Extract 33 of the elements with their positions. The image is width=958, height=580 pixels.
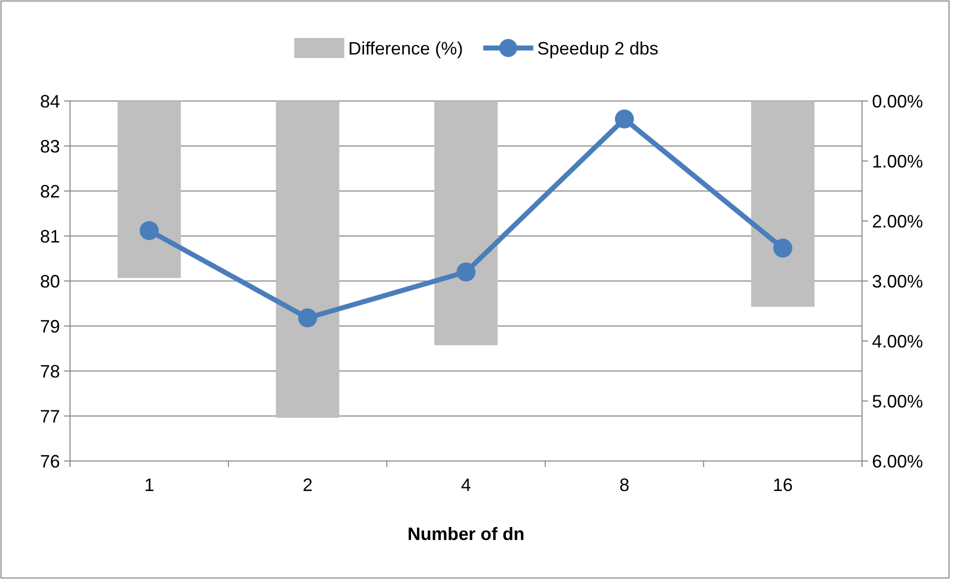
y2-tick-label: 5.00% xyxy=(872,391,924,412)
y-tick-label: 84 xyxy=(40,91,60,112)
y-tick-label: 83 xyxy=(40,136,60,156)
x-tick-label: 16 xyxy=(772,475,793,495)
y-tick-label: 81 xyxy=(40,226,60,246)
y-tick-label: 77 xyxy=(40,406,60,426)
y-tick-label: 79 xyxy=(40,316,60,336)
bar xyxy=(276,101,340,418)
y2-tick-label: 6.00% xyxy=(872,451,924,472)
x-tick-label: 4 xyxy=(460,475,472,495)
y2-tick-label: 2.00% xyxy=(872,211,924,232)
bar xyxy=(751,101,814,307)
y2-tick-label: 0.00% xyxy=(872,91,924,112)
point xyxy=(773,238,792,258)
point xyxy=(298,308,318,328)
y2-tick-label: 1.00% xyxy=(872,151,924,172)
bar xyxy=(434,101,498,346)
legend-label: Speedup 2 dbs xyxy=(537,38,658,58)
y2-tick-label: 3.00% xyxy=(872,271,924,292)
x-tick-label: 8 xyxy=(619,475,630,495)
bar xyxy=(118,101,181,278)
point xyxy=(140,221,159,240)
x-tick-label: 1 xyxy=(144,475,154,495)
legend-label: Difference (%) xyxy=(348,38,463,58)
y-tick-label: 82 xyxy=(40,181,60,202)
y-tick-label: 78 xyxy=(40,361,60,382)
y2-tick-label: 4.00% xyxy=(872,331,924,352)
y-tick-label: 76 xyxy=(40,451,60,472)
point xyxy=(456,262,476,282)
y-tick-label: 80 xyxy=(40,271,60,292)
x-tick-label: 2 xyxy=(302,475,313,495)
point xyxy=(614,110,634,128)
x-axis-title: Number of dn xyxy=(408,524,524,544)
